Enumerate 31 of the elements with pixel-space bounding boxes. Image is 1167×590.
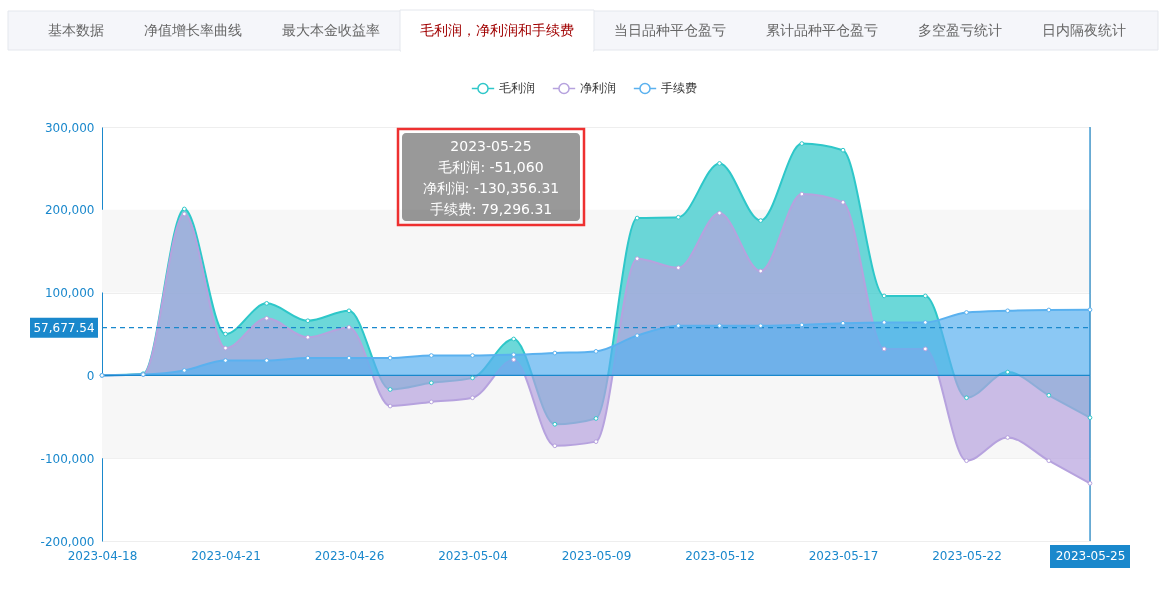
x-tick-label: 2023-05-25: [1055, 548, 1126, 563]
x-tick-label: 2023-04-26: [314, 548, 385, 563]
x-tick-label: 2023-05-09: [561, 548, 632, 563]
y-tick-label: 100,000: [44, 286, 95, 301]
x-tick-label: 2023-04-18: [67, 548, 138, 563]
x-tick-label: 2023-04-21: [191, 548, 261, 563]
text: 净值增长率曲线: [144, 22, 242, 38]
chart-title: 毛利润，净利润和手续费: [420, 22, 574, 38]
text: 累计品种平仓盈亏: [766, 22, 878, 38]
x-tick-label: 2023-05-17: [808, 548, 879, 563]
annotation: 毛利润: -51,060: [438, 159, 544, 175]
y-tick-label: -100,000: [40, 451, 95, 466]
y-tick-label: 200,000: [44, 203, 95, 218]
legend-label: 毛利润: [499, 81, 535, 96]
y-tick-label: 300,000: [44, 120, 95, 135]
legend-label: 净利润: [580, 81, 616, 96]
text: 最大本金收益率: [282, 22, 380, 38]
annotation: 2023-05-25: [450, 138, 532, 154]
y-tick-label: -200,000: [40, 534, 95, 549]
x-tick-label: 2023-05-04: [438, 548, 508, 563]
annotation: 净利润: -130,356.31: [422, 180, 560, 196]
y-tick-label: 0: [86, 368, 95, 383]
legend-label: 手续费: [661, 81, 697, 96]
ref-line-label: 57,677.54: [33, 320, 95, 335]
text: 当日品种平仓盈亏: [614, 22, 726, 38]
annotation: 手续费: 79,296.31: [429, 201, 553, 217]
text: 日内隔夜统计: [1042, 22, 1126, 38]
x-tick-label: 2023-05-12: [685, 548, 755, 563]
x-tick-label: 2023-05-22: [932, 548, 1002, 563]
text: 多空盈亏统计: [918, 22, 1002, 38]
text: 基本数据: [48, 22, 104, 38]
